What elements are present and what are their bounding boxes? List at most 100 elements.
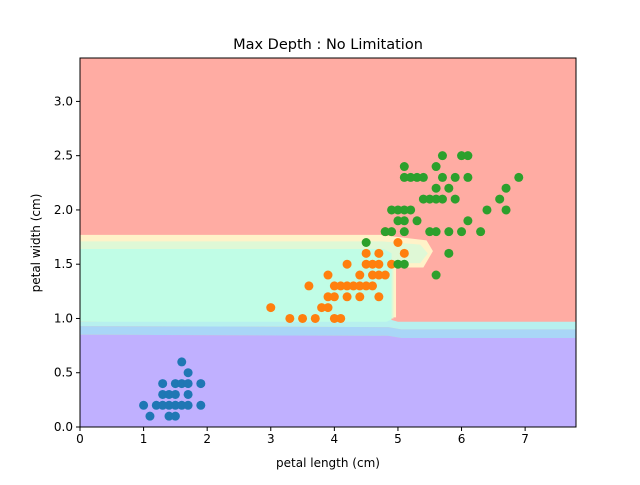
x-tick-label: 4 <box>331 432 339 446</box>
data-point <box>368 270 378 280</box>
x-tick-label: 0 <box>76 432 84 446</box>
data-point <box>323 270 333 280</box>
data-point <box>170 379 180 389</box>
data-point <box>374 270 384 280</box>
x-tick-label: 5 <box>394 432 402 446</box>
y-tick-label: 2.5 <box>54 149 73 163</box>
data-point <box>342 292 352 302</box>
data-point <box>196 379 206 389</box>
data-point <box>431 270 441 280</box>
data-point <box>310 313 320 323</box>
data-point <box>412 172 422 182</box>
data-point <box>164 411 174 421</box>
data-point <box>145 411 155 421</box>
data-point <box>418 172 428 182</box>
y-tick-label: 1.5 <box>54 257 73 271</box>
region-boundary-band <box>80 326 576 339</box>
data-point <box>329 313 339 323</box>
chart-title: Max Depth : No Limitation <box>233 37 423 53</box>
data-point <box>170 411 180 421</box>
data-point <box>183 389 193 399</box>
region-class-0 <box>80 334 576 427</box>
data-point <box>393 259 403 269</box>
data-point <box>482 205 492 215</box>
data-point <box>431 183 441 193</box>
data-point <box>399 216 409 226</box>
data-point <box>495 194 505 204</box>
y-tick-label: 1.0 <box>54 311 73 325</box>
x-tick-label: 3 <box>267 432 275 446</box>
data-point <box>457 151 467 161</box>
data-point <box>418 194 428 204</box>
data-point <box>380 270 390 280</box>
data-point <box>393 238 403 247</box>
x-tick-label: 6 <box>458 432 466 446</box>
x-axis-ticks: 0 1 2 3 4 5 6 7 <box>76 427 529 446</box>
x-tick-label: 7 <box>521 432 529 446</box>
data-point <box>355 281 365 291</box>
data-point <box>183 400 193 410</box>
data-point <box>374 248 384 258</box>
data-point <box>361 238 371 247</box>
data-point <box>444 248 454 258</box>
x-axis-label: petal length (cm) <box>276 456 380 470</box>
decision-regions <box>80 58 576 427</box>
data-point <box>501 205 511 215</box>
data-point <box>151 400 161 410</box>
data-point <box>399 248 409 258</box>
data-point <box>406 205 416 215</box>
data-point <box>348 281 358 291</box>
data-point <box>406 172 416 182</box>
data-point <box>183 368 193 378</box>
plot-frame <box>79 57 577 428</box>
data-point <box>425 227 435 237</box>
data-point <box>374 292 384 302</box>
data-point <box>355 270 365 280</box>
data-point <box>514 172 524 182</box>
data-point <box>437 194 447 204</box>
data-point <box>393 216 403 226</box>
data-point <box>361 248 371 258</box>
data-point <box>501 183 511 193</box>
data-point <box>425 194 435 204</box>
data-point <box>412 216 422 226</box>
region-class-1 <box>80 249 392 322</box>
data-point <box>457 227 467 237</box>
y-tick-label: 0.0 <box>54 420 73 434</box>
data-point <box>463 172 473 182</box>
y-tick-label: 2.0 <box>54 203 73 217</box>
data-point <box>317 303 327 313</box>
data-point <box>374 259 384 269</box>
data-point <box>183 379 193 389</box>
data-point <box>266 303 276 313</box>
data-point <box>177 357 187 367</box>
data-point <box>323 292 333 302</box>
data-point <box>399 205 409 215</box>
data-point <box>393 205 403 215</box>
data-point <box>177 400 187 410</box>
x-tick-label: 2 <box>203 432 211 446</box>
data-point <box>170 400 180 410</box>
data-points <box>139 151 524 421</box>
data-point <box>450 172 460 182</box>
data-point <box>450 194 460 204</box>
data-point <box>463 216 473 226</box>
data-point <box>139 400 149 410</box>
data-point <box>170 389 180 399</box>
data-point <box>431 194 441 204</box>
data-point <box>298 313 308 323</box>
data-point <box>342 259 352 269</box>
data-point <box>380 227 390 237</box>
data-point <box>399 162 409 172</box>
data-point <box>399 172 409 182</box>
data-point <box>431 227 441 237</box>
data-point <box>368 259 378 269</box>
data-point <box>444 227 454 237</box>
data-point <box>437 172 447 182</box>
data-point <box>329 281 339 291</box>
data-point <box>431 162 441 172</box>
y-tick-label: 0.5 <box>54 366 73 380</box>
data-point <box>399 259 409 269</box>
